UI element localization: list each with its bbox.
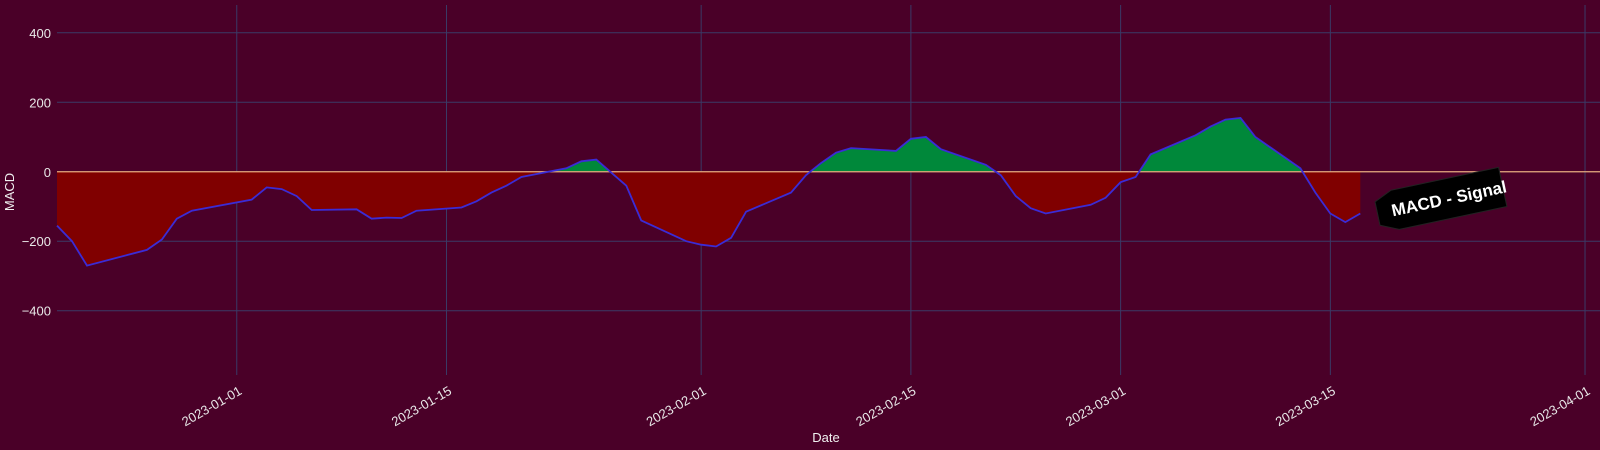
negative-histogram-area: [1302, 171, 1361, 223]
histogram-fills: [57, 117, 1361, 266]
macd-series-line: [56, 116, 1361, 267]
positive-histogram-area: [810, 137, 996, 172]
y-tick-label: 0: [44, 165, 51, 180]
negative-histogram-area: [57, 171, 549, 266]
y-tick-label: 200: [29, 95, 51, 110]
positive-histogram-area: [548, 159, 611, 172]
positive-histogram-area: [1139, 117, 1303, 172]
y-tick-label: −400: [22, 304, 51, 319]
negative-histogram-area: [610, 171, 811, 247]
y-axis-label: MACD: [2, 173, 17, 211]
annotation-arrow-box: [1374, 166, 1508, 230]
y-axis-ticks: 400 200 0 −200 −400: [22, 26, 51, 319]
x-axis-label: Date: [812, 430, 839, 445]
y-tick-label: 400: [29, 26, 51, 41]
y-tick-label: −200: [22, 234, 51, 249]
negative-histogram-area: [995, 171, 1140, 214]
macd-line: [56, 116, 1361, 267]
